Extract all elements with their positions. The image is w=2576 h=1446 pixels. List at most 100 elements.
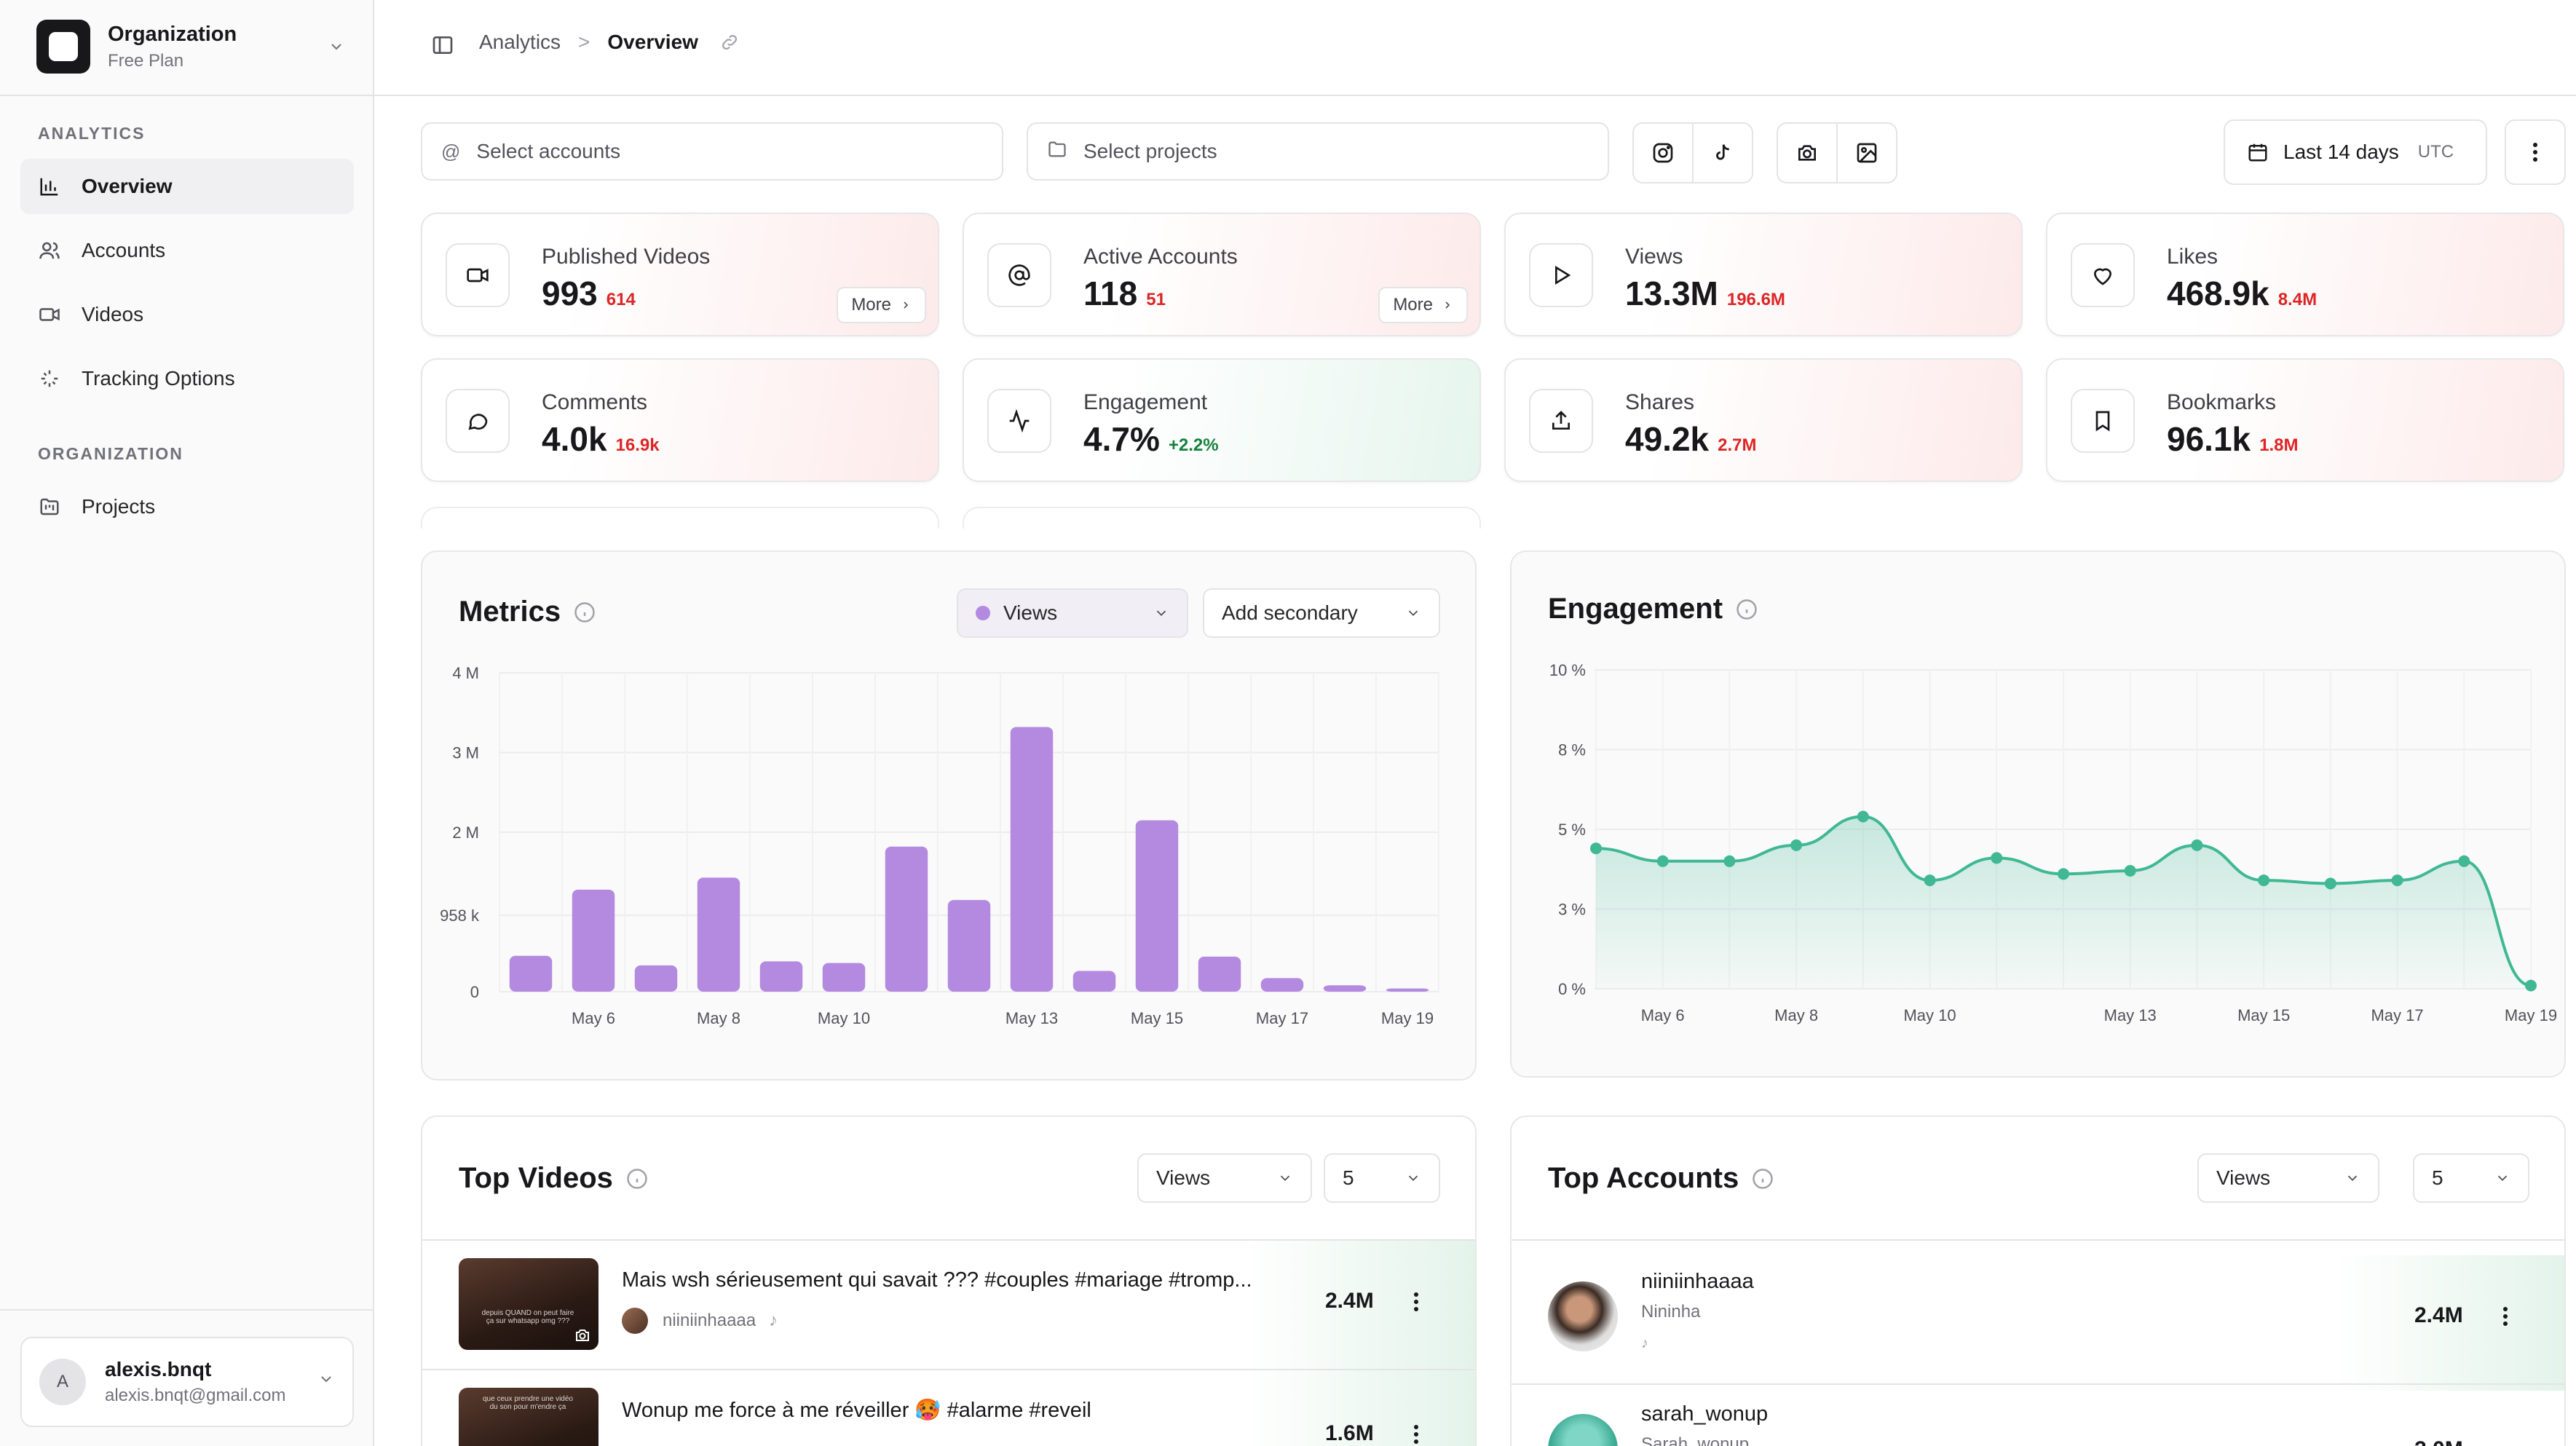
stat-delta: 614: [606, 290, 636, 309]
stat-card: Bookmarks 96.1k 1.8M: [2046, 358, 2564, 482]
top-accounts-sort-select[interactable]: Views: [2197, 1153, 2379, 1203]
tiktok-filter-button[interactable]: [1692, 122, 1753, 183]
bar: [1260, 978, 1304, 992]
divider: [422, 1239, 1475, 1241]
engagement-panel: Engagement 0 % 3 % 5 % 8 % 10 % May 6 May 8 May…: [1510, 550, 2566, 1078]
stat-label: Published Videos: [542, 245, 711, 269]
sidebar-item-label: Overview: [82, 175, 173, 197]
video-thumbnail: que ceux prendre une vidéo du son pour m…: [459, 1388, 598, 1446]
accounts-select[interactable]: @ Select accounts: [421, 122, 1003, 181]
stat-number: 13.3M: [1625, 274, 1718, 312]
sidebar-toggle-icon[interactable]: [431, 33, 454, 57]
info-icon[interactable]: [1736, 598, 1758, 620]
bar: [634, 965, 678, 992]
stat-label: Bookmarks: [2167, 390, 2277, 414]
divider: [1512, 1383, 2564, 1385]
projects-select[interactable]: Select projects: [1027, 122, 1609, 181]
breadcrumb-analytics[interactable]: Analytics: [479, 31, 561, 53]
stat-card: Active Accounts 118 51 More: [963, 213, 1481, 336]
video-views: 2.4M: [1325, 1289, 1374, 1313]
sidebar-item-label: Tracking Options: [82, 367, 235, 390]
sidebar-item-overview[interactable]: Overview: [20, 159, 354, 214]
more-vertical-icon: [2533, 143, 2537, 162]
org-switcher[interactable]: Organization Free Plan: [36, 20, 345, 74]
more-vertical-icon[interactable]: [1413, 1290, 1420, 1313]
stat-label: Active Accounts: [1083, 245, 1238, 269]
y-tick-label: 2 M: [452, 823, 479, 842]
projects-placeholder: Select projects: [1083, 140, 1217, 162]
y-tick-label: 3 M: [452, 744, 479, 762]
secondary-metric-select[interactable]: Add secondary: [1203, 588, 1440, 638]
divider: [0, 1309, 374, 1311]
stat-icon-box: [1529, 389, 1593, 453]
top-videos-sort-select[interactable]: Views: [1137, 1153, 1312, 1203]
instagram-filter-button[interactable]: [1632, 122, 1694, 183]
info-icon[interactable]: [1752, 1168, 1774, 1190]
sidebar-item-tracking-options[interactable]: Tracking Options: [20, 351, 354, 406]
x-tick-label: May 10: [1903, 1006, 1956, 1024]
link-icon[interactable]: [720, 33, 739, 52]
bar: [1198, 956, 1241, 992]
stat-label: Engagement: [1083, 390, 1208, 414]
sort-label: Views: [2216, 1166, 2271, 1189]
chevron-down-icon: [1156, 610, 1166, 617]
image-filter-button[interactable]: [1836, 122, 1897, 183]
more-vertical-icon[interactable]: [2502, 1305, 2509, 1328]
sidebar-item-accounts[interactable]: Accounts: [20, 223, 354, 278]
stat-number: 118: [1083, 274, 1138, 312]
primary-metric-label: Views: [1003, 601, 1058, 624]
info-icon[interactable]: [574, 601, 596, 623]
more-options-button[interactable]: [2505, 119, 2566, 185]
x-tick-label: May 19: [1381, 1009, 1434, 1027]
data-point: [2458, 855, 2470, 867]
stat-number: 993: [542, 274, 598, 312]
bar: [1135, 820, 1179, 992]
bar-chart-icon: [38, 175, 61, 198]
music-note-icon: ♪: [769, 1311, 778, 1330]
info-icon[interactable]: [626, 1168, 648, 1190]
sidebar-item-label: Projects: [82, 495, 156, 518]
row-highlight: [1245, 1370, 1475, 1446]
top-accounts-title: Top Accounts: [1548, 1162, 1774, 1195]
avatar: [622, 1308, 648, 1334]
x-tick-label: May 15: [2237, 1006, 2290, 1024]
area-fill: [1596, 816, 2531, 989]
sidebar-item-videos[interactable]: Videos: [20, 287, 354, 342]
stat-card: Engagement 4.7% +2.2%: [963, 358, 1481, 482]
limit-label: 5: [2432, 1166, 2443, 1189]
row-highlight: [1245, 1241, 1475, 1369]
more-vertical-icon[interactable]: [1413, 1423, 1420, 1446]
top-accounts-limit-select[interactable]: 5: [2413, 1153, 2529, 1203]
primary-metric-select[interactable]: Views: [957, 588, 1188, 638]
stat-delta: 16.9k: [615, 435, 660, 455]
sidebar-item-projects[interactable]: Projects: [20, 479, 354, 534]
stat-label: Comments: [542, 390, 648, 414]
x-tick-label: May 17: [1256, 1009, 1308, 1027]
engagement-title: Engagement: [1548, 593, 1758, 625]
stat-value: 13.3M 196.6M: [1625, 274, 1785, 313]
y-tick-label: 0 %: [1558, 980, 1586, 998]
top-videos-limit-select[interactable]: 5: [1324, 1153, 1440, 1203]
data-point: [1991, 852, 2003, 864]
metrics-title: Metrics: [459, 596, 596, 628]
data-point: [1790, 839, 1803, 851]
y-tick-label: 10 %: [1549, 661, 1586, 679]
top-accounts-title-text: Top Accounts: [1548, 1162, 1739, 1194]
camera-filter-button[interactable]: [1777, 122, 1838, 183]
data-point: [2124, 864, 2136, 877]
more-button[interactable]: More: [837, 287, 926, 323]
x-tick-label: May 19: [2505, 1006, 2557, 1024]
user-menu[interactable]: A alexis.bnqt alexis.bnqt@gmail.com: [20, 1337, 354, 1427]
bar: [1072, 971, 1116, 992]
video-thumbnail: depuis QUAND on peut faire ça sur whatsa…: [459, 1258, 598, 1350]
stat-value: 4.7% +2.2%: [1083, 419, 1219, 459]
share-icon: [1552, 411, 1570, 430]
user-email: alexis.bnqt@gmail.com: [105, 1386, 286, 1405]
date-range-button[interactable]: Last 14 days UTC: [2224, 119, 2487, 185]
x-tick-label: May 6: [1641, 1006, 1685, 1024]
stat-icon-box: [987, 243, 1051, 307]
stat-card-partial: [421, 507, 939, 529]
divider: [422, 1369, 1475, 1370]
user-name: alexis.bnqt: [105, 1358, 212, 1380]
more-button[interactable]: More: [1378, 287, 1468, 323]
